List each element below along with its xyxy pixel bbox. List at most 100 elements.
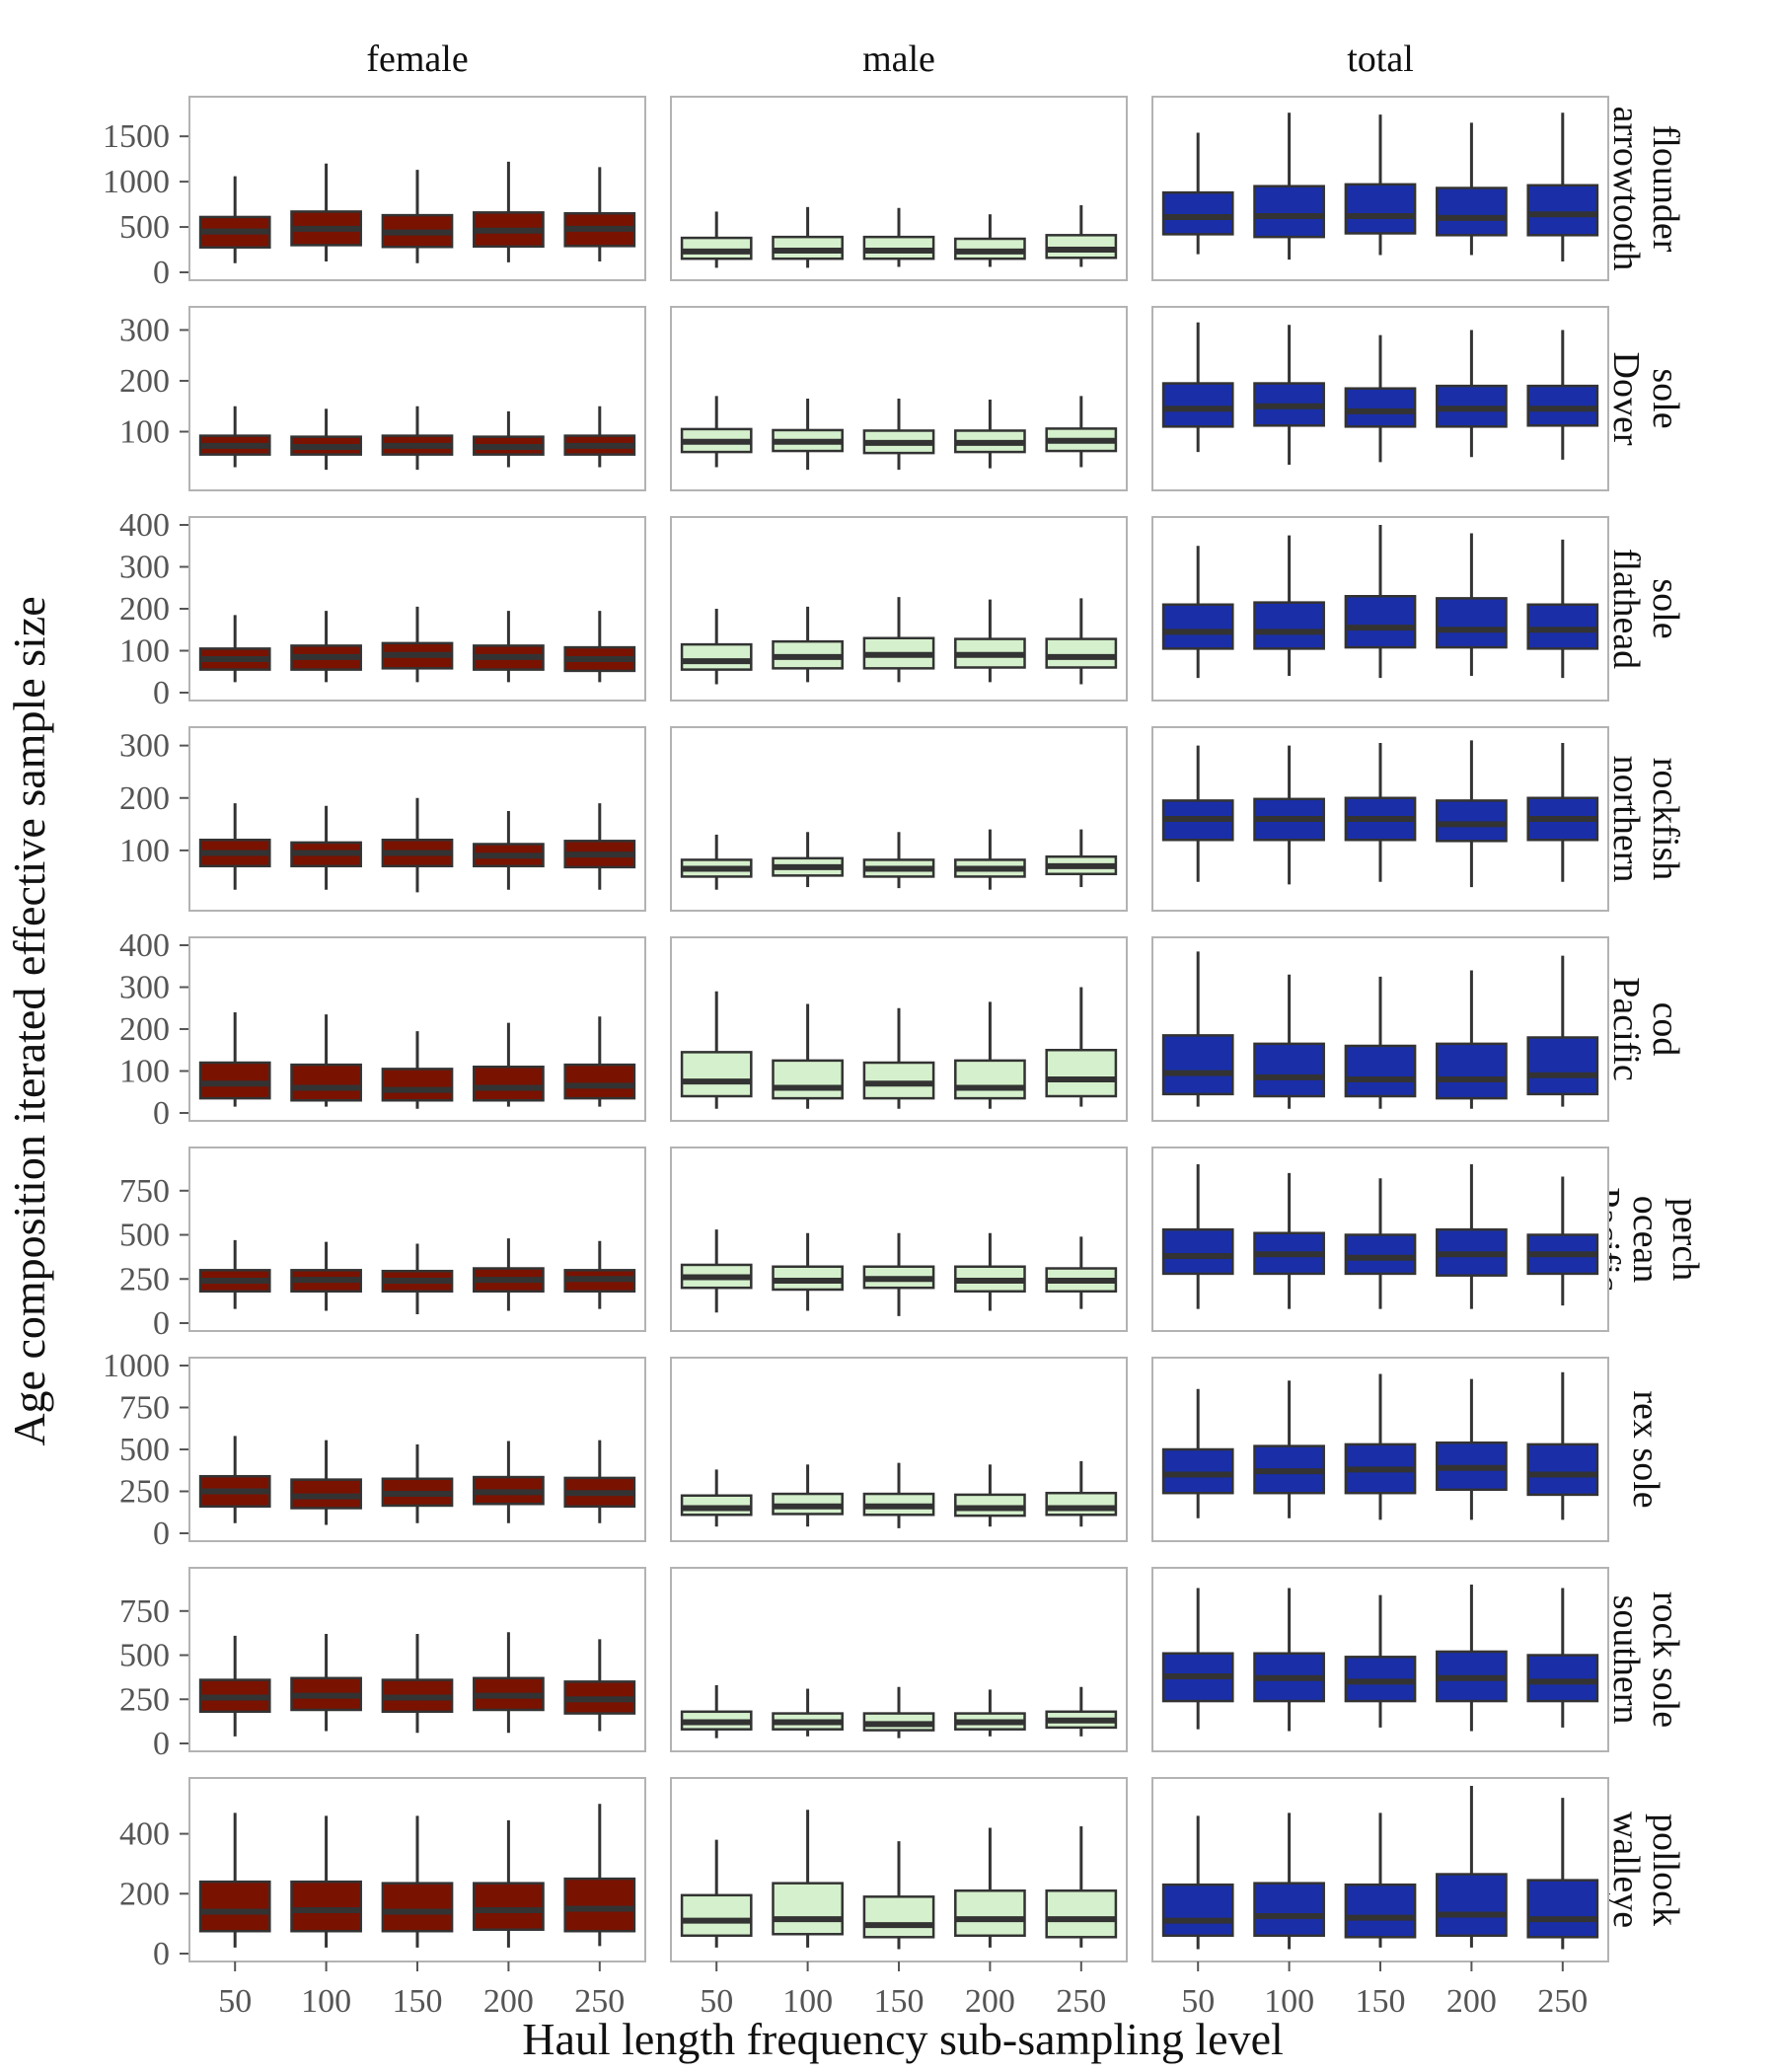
row-label-line: sole xyxy=(1645,368,1686,428)
y-tick-label: 0 xyxy=(153,1516,170,1552)
y-tick-label: 500 xyxy=(119,1218,170,1254)
box-male-100 xyxy=(772,1882,844,1936)
box-female-100 xyxy=(290,1880,362,1933)
x-tick-label: 250 xyxy=(574,1983,625,2020)
x-tick-label: 50 xyxy=(1181,1983,1215,2020)
y-tick-label: 0 xyxy=(153,255,170,291)
y-tick-label: 0 xyxy=(153,1936,170,1972)
box-total-50 xyxy=(1161,1227,1234,1276)
column-label-male: male xyxy=(862,38,935,80)
y-tick-label: 1500 xyxy=(103,118,170,155)
y-tick-label: 300 xyxy=(119,312,170,348)
y-tick-label: 400 xyxy=(119,927,170,964)
box-total-50 xyxy=(1161,1447,1234,1495)
row-label-line: cod xyxy=(1645,1002,1686,1057)
box-male-250 xyxy=(1045,1889,1118,1939)
box-male-50 xyxy=(680,642,753,671)
box-total-100 xyxy=(1253,185,1325,239)
box-total-250 xyxy=(1526,384,1599,427)
x-tick-label: 200 xyxy=(483,1983,534,2020)
box-total-150 xyxy=(1344,183,1417,235)
box-total-100 xyxy=(1253,601,1325,650)
row-label-line: ocean xyxy=(1625,1196,1666,1284)
row-label-line: flounder xyxy=(1645,125,1686,253)
box-female-50 xyxy=(198,1880,271,1933)
box-total-250 xyxy=(1526,184,1599,237)
y-tick-label: 0 xyxy=(153,1305,170,1342)
box-total-200 xyxy=(1436,186,1508,237)
x-tick-label: 150 xyxy=(1356,1983,1406,2020)
x-tick-label: 150 xyxy=(874,1983,925,2020)
row-label-walleye-pollock: walleyepollock xyxy=(1605,1812,1686,1928)
x-tick-label: 250 xyxy=(1056,1983,1106,2020)
box-total-250 xyxy=(1526,1036,1599,1096)
y-tick-label: 300 xyxy=(119,970,170,1006)
box-total-150 xyxy=(1344,1233,1417,1276)
row-label-line: arrowtooth xyxy=(1605,107,1647,271)
row-label-line: rock sole xyxy=(1645,1591,1686,1728)
box-female-50 xyxy=(198,1061,271,1100)
box-total-250 xyxy=(1526,1443,1599,1497)
box-male-200 xyxy=(954,1889,1026,1938)
box-female-200 xyxy=(473,1882,545,1931)
column-label-female: female xyxy=(366,38,468,80)
y-tick-label: 250 xyxy=(119,1474,170,1511)
y-tick-label: 100 xyxy=(119,833,170,869)
row-label-southern-rock-sole: southernrock sole xyxy=(1605,1591,1686,1728)
box-male-250 xyxy=(1045,1491,1118,1517)
box-male-150 xyxy=(862,1895,935,1939)
y-tick-label: 400 xyxy=(119,507,170,544)
box-male-50 xyxy=(680,236,753,260)
box-total-50 xyxy=(1161,1883,1234,1938)
row-label-line: southern xyxy=(1605,1595,1647,1725)
row-label-line: rockfish xyxy=(1645,758,1686,881)
box-male-50 xyxy=(680,1893,753,1938)
box-male-250 xyxy=(1045,637,1118,669)
y-tick-label: 100 xyxy=(119,413,170,450)
y-tick-label: 200 xyxy=(119,1011,170,1048)
column-label-total: total xyxy=(1347,38,1414,80)
row-label-rex-sole: rex sole xyxy=(1625,1390,1666,1508)
y-tick-label: 300 xyxy=(119,550,170,586)
row-label-line: pollock xyxy=(1645,1813,1686,1926)
x-tick-label: 100 xyxy=(301,1983,351,2020)
y-tick-label: 100 xyxy=(119,633,170,670)
box-total-250 xyxy=(1526,1654,1599,1703)
row-label-line: flathead xyxy=(1605,549,1647,669)
box-female-200 xyxy=(473,1066,545,1102)
row-label-northern-rockfish: northernrockfish xyxy=(1605,756,1686,883)
box-male-150 xyxy=(862,1061,935,1100)
box-total-150 xyxy=(1344,1883,1417,1939)
x-tick-label: 100 xyxy=(1264,1983,1314,2020)
box-female-100 xyxy=(290,1063,362,1102)
y-tick-label: 200 xyxy=(119,363,170,400)
row-label-line: walleye xyxy=(1605,1812,1647,1928)
box-total-50 xyxy=(1161,190,1234,236)
box-total-200 xyxy=(1436,799,1508,843)
box-total-50 xyxy=(1161,1034,1234,1096)
box-total-150 xyxy=(1344,387,1417,428)
box-female-250 xyxy=(563,1063,636,1100)
y-tick-label: 200 xyxy=(119,591,170,628)
box-total-200 xyxy=(1436,1042,1508,1100)
y-tick-label: 750 xyxy=(119,1593,170,1630)
y-tick-label: 750 xyxy=(119,1390,170,1427)
row-label-dover-sole: Doversole xyxy=(1605,352,1686,446)
x-tick-label: 50 xyxy=(700,1983,733,2020)
y-tick-label: 1000 xyxy=(103,1348,170,1384)
box-total-50 xyxy=(1161,603,1234,650)
x-tick-label: 50 xyxy=(218,1983,252,2020)
row-label-pacific-cod: Pacificcod xyxy=(1605,977,1686,1081)
y-tick-label: 500 xyxy=(119,1638,170,1674)
x-axis-title: Haul length frequency sub-sampling level xyxy=(522,2014,1284,2064)
row-label-arrowtooth-flounder: arrowtoothflounder xyxy=(1605,107,1686,271)
box-total-100 xyxy=(1253,1882,1325,1938)
x-tick-label: 250 xyxy=(1537,1983,1588,2020)
y-tick-label: 750 xyxy=(119,1173,170,1210)
y-tick-label: 1000 xyxy=(103,164,170,200)
y-tick-label: 100 xyxy=(119,1054,170,1090)
box-total-250 xyxy=(1526,603,1599,650)
y-tick-label: 0 xyxy=(153,675,170,711)
